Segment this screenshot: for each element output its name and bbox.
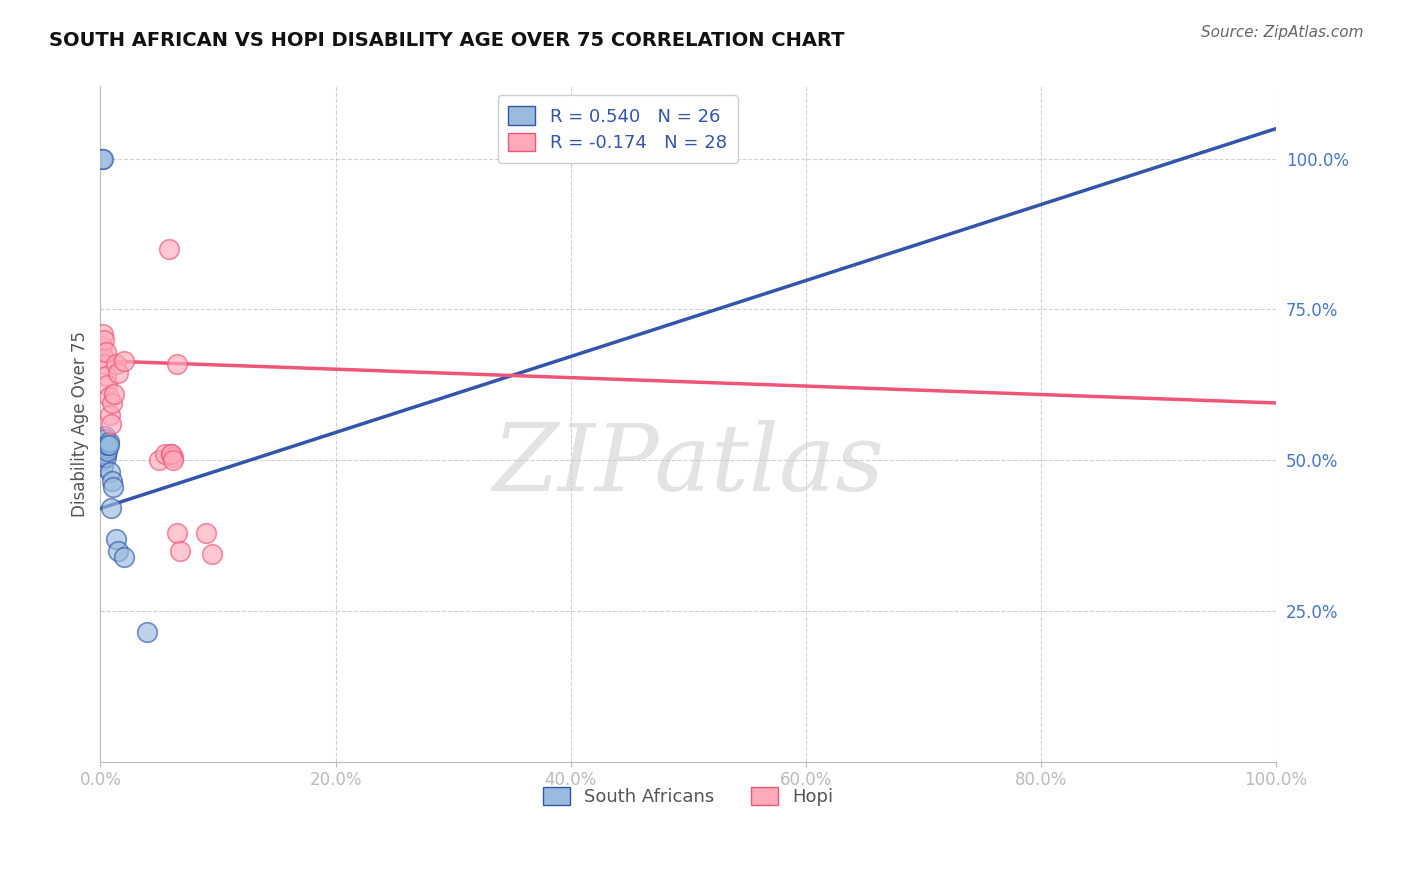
Point xyxy=(101,475,124,489)
Point xyxy=(148,453,170,467)
Point xyxy=(100,501,122,516)
Point xyxy=(107,366,129,380)
Point xyxy=(94,432,117,446)
Point xyxy=(90,152,112,166)
Point xyxy=(157,242,180,256)
Point xyxy=(112,549,135,564)
Point xyxy=(96,450,118,465)
Text: SOUTH AFRICAN VS HOPI DISABILITY AGE OVER 75 CORRELATION CHART: SOUTH AFRICAN VS HOPI DISABILITY AGE OVE… xyxy=(49,31,845,50)
Point xyxy=(201,547,224,561)
Point xyxy=(94,429,117,443)
Point xyxy=(93,333,115,347)
Point xyxy=(160,447,183,461)
Point xyxy=(166,525,188,540)
Point xyxy=(97,435,120,450)
Point xyxy=(91,441,114,455)
Point xyxy=(103,387,125,401)
Text: ZIPatlas: ZIPatlas xyxy=(492,419,884,509)
Point xyxy=(98,408,121,422)
Point xyxy=(96,438,118,452)
Point xyxy=(107,543,129,558)
Point xyxy=(97,438,120,452)
Legend: South Africans, Hopi: South Africans, Hopi xyxy=(536,780,841,814)
Point xyxy=(169,543,191,558)
Point xyxy=(162,450,184,465)
Point xyxy=(96,377,118,392)
Point xyxy=(96,444,118,458)
Text: Source: ZipAtlas.com: Source: ZipAtlas.com xyxy=(1201,25,1364,40)
Point xyxy=(96,447,118,461)
Point xyxy=(93,435,115,450)
Point xyxy=(103,480,125,494)
Point xyxy=(90,339,112,353)
Point xyxy=(90,447,112,461)
Point xyxy=(91,326,114,341)
Point xyxy=(166,357,188,371)
Point xyxy=(93,450,115,465)
Point xyxy=(91,459,114,474)
Point xyxy=(112,353,135,368)
Point xyxy=(162,453,184,467)
Point xyxy=(90,453,112,467)
Point xyxy=(96,368,118,383)
Point xyxy=(96,441,118,455)
Point xyxy=(101,396,124,410)
Point xyxy=(97,390,120,404)
Point xyxy=(195,525,218,540)
Point xyxy=(136,625,159,640)
Point xyxy=(160,447,183,461)
Point xyxy=(93,351,115,365)
Point xyxy=(153,447,176,461)
Point xyxy=(94,357,117,371)
Y-axis label: Disability Age Over 75: Disability Age Over 75 xyxy=(72,331,89,517)
Point xyxy=(93,447,115,461)
Point xyxy=(100,417,122,431)
Point xyxy=(98,465,121,479)
Point xyxy=(91,152,114,166)
Point xyxy=(96,344,118,359)
Point xyxy=(104,532,127,546)
Point xyxy=(104,357,127,371)
